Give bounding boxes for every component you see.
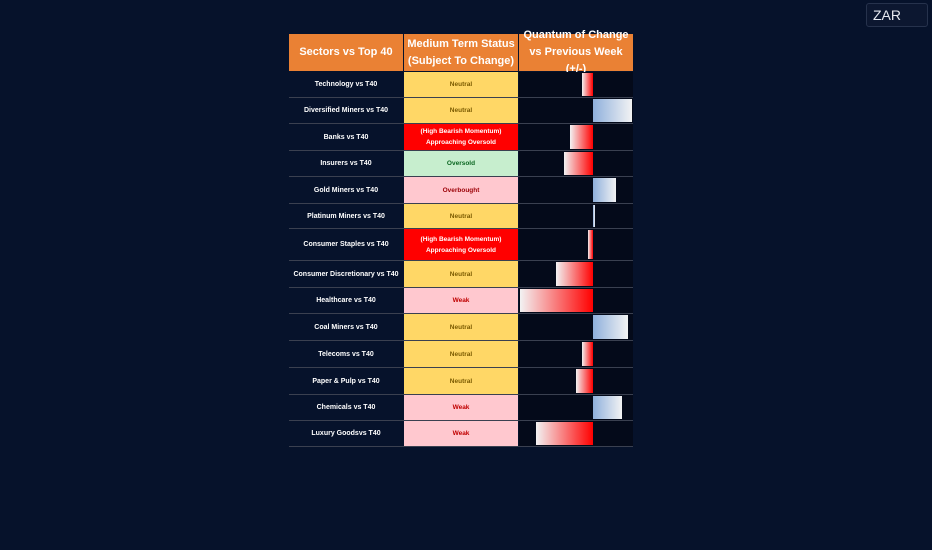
sector-name: Consumer Staples vs T40 [303, 241, 389, 248]
status-cell: Neutral [404, 368, 518, 394]
table-row: Consumer Staples vs T40 (High Bearish Mom… [289, 229, 633, 261]
sector-name: Telecoms vs T40 [318, 350, 374, 358]
table-row: Consumer Discretionary vs T40 Neutral [289, 261, 633, 288]
change-cell [519, 341, 633, 367]
header-sector: Sectors vs Top 40 [289, 34, 403, 71]
table-header: Sectors vs Top 40 Medium Term Status (Su… [289, 29, 633, 75]
status-cell: Neutral [404, 341, 518, 367]
status-cell: Neutral [404, 314, 518, 340]
table-row: Telecoms vs T40 Neutral [289, 341, 633, 368]
positive-change-bar [593, 315, 628, 339]
change-cell [519, 314, 633, 340]
table-row: Insurers vs T40 Oversold [289, 151, 633, 177]
change-cell [519, 229, 633, 260]
sector-status-table: Sectors vs Top 40 Medium Term Status (Su… [289, 29, 633, 447]
sector-name: Gold Miners vs T40 [313, 186, 379, 194]
change-cell [519, 72, 633, 97]
status-cell: Weak [404, 288, 518, 313]
sector-name: Banks vs T40 [323, 133, 369, 141]
table-row: Coal Miners vs T40 Neutral [289, 314, 633, 341]
table-body: Technology vs T40 Neutral Diversified Mine… [289, 72, 633, 447]
change-cell [519, 98, 633, 123]
negative-change-bar [520, 289, 593, 312]
currency-label[interactable]: ZAR [866, 3, 928, 27]
status-cell: Oversold [404, 151, 518, 176]
positive-change-bar [593, 396, 622, 419]
status-cell: Weak [404, 395, 518, 420]
table-row: Chemicals vs T40 Weak [289, 395, 633, 421]
change-cell [519, 421, 633, 446]
table-row: Healthcare vs T40 Weak [289, 288, 633, 314]
sector-name: Diversified Miners vs T40 [303, 107, 389, 114]
status-cell: Overbought [404, 177, 518, 203]
table-row: Gold Miners vs T40 Overbought [289, 177, 633, 204]
table-row: Platinum Miners vs T40 Neutral [289, 204, 633, 229]
negative-change-bar [564, 152, 593, 175]
table-row: Banks vs T40 (High Bearish Momentum) Appr… [289, 124, 633, 151]
header-change: Quantum of Change vs Previous Week (+/-) [519, 29, 633, 75]
negative-change-bar [582, 342, 593, 366]
table-row: Luxury Goodsvs T40 Weak [289, 421, 633, 447]
positive-change-bar [593, 99, 632, 122]
status-cell: Weak [404, 421, 518, 446]
sector-name: Paper & Pulp vs T40 [312, 377, 380, 385]
positive-change-bar [593, 178, 616, 202]
sector-name: Consumer Discretionary vs T40 [293, 270, 399, 278]
header-status: Medium Term Status (Subject To Change) [404, 34, 518, 71]
table-row: Paper & Pulp vs T40 Neutral [289, 368, 633, 395]
positive-change-bar [593, 205, 595, 227]
sector-name: Chemicals vs T40 [316, 404, 376, 411]
sector-name: Coal Miners vs T40 [314, 323, 378, 331]
sector-name: Platinum Miners vs T40 [307, 212, 385, 220]
table-row: Technology vs T40 Neutral [289, 72, 633, 98]
change-cell [519, 124, 633, 150]
change-cell [519, 395, 633, 420]
change-cell [519, 368, 633, 394]
sector-name: Insurers vs T40 [320, 160, 372, 167]
negative-change-bar [582, 73, 593, 96]
change-cell [519, 288, 633, 313]
sector-name: Technology vs T40 [314, 81, 378, 88]
status-cell: (High Bearish Momentum) Approaching Over… [404, 124, 518, 150]
negative-change-bar [570, 125, 593, 149]
negative-change-bar [556, 262, 593, 286]
sector-name: Luxury Goodsvs T40 [311, 430, 381, 437]
status-cell: (High Bearish Momentum) Approaching Over… [404, 229, 518, 260]
negative-change-bar [588, 230, 593, 259]
negative-change-bar [576, 369, 593, 393]
change-cell [519, 204, 633, 228]
status-cell: Neutral [404, 261, 518, 287]
change-cell [519, 261, 633, 287]
status-cell: Neutral [404, 204, 518, 228]
sector-name: Healthcare vs T40 [316, 297, 376, 304]
change-cell [519, 177, 633, 203]
negative-change-bar [536, 422, 593, 445]
change-cell [519, 151, 633, 176]
status-cell: Neutral [404, 72, 518, 97]
table-row: Diversified Miners vs T40 Neutral [289, 98, 633, 124]
status-cell: Neutral [404, 98, 518, 123]
